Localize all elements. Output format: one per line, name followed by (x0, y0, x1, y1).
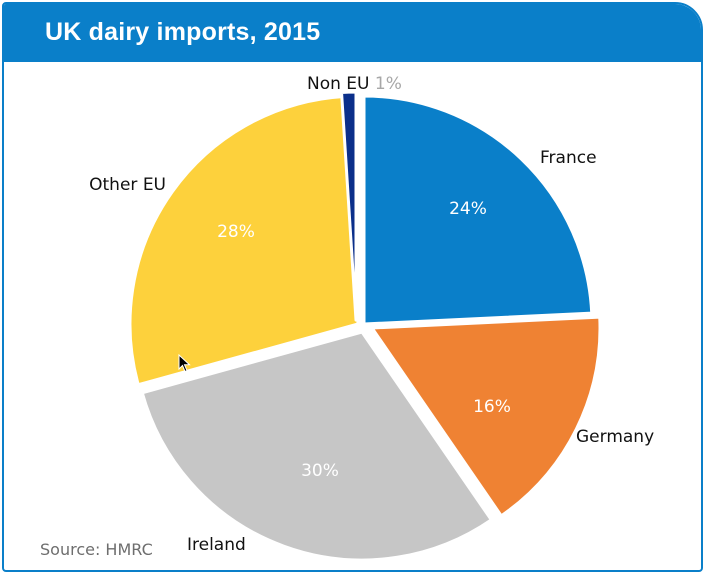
slice-value-label: 16% (473, 397, 511, 417)
slice-value-label: 24% (449, 199, 487, 219)
source-note: Source: HMRC (40, 540, 153, 559)
slice-name-label: Ireland (187, 535, 246, 555)
slice-value-label: 28% (217, 222, 255, 242)
pie-labels: France 24% Germany 16% Ireland 30% Other EU 28%… (89, 74, 654, 555)
chart-header: UK dairy imports, 2015 (4, 4, 701, 62)
slice-name-label: France (540, 148, 597, 168)
pie-slice-non-eu (340, 90, 358, 322)
mouse-cursor-icon (178, 354, 191, 373)
slice-name-label: Non EU 1% (307, 74, 402, 94)
slice-value-label: 30% (301, 461, 339, 481)
pie-slice-germany (370, 315, 602, 518)
pie-slice-france (362, 94, 594, 326)
pie-slices (128, 90, 602, 562)
slice-name-label: Germany (576, 427, 654, 447)
pie-slice-other-eu (128, 94, 360, 387)
pie-slice-ireland (140, 330, 493, 562)
slice-name-label: Other EU (89, 175, 166, 195)
chart-title: UK dairy imports, 2015 (45, 18, 321, 46)
slice-value-label: 1% (375, 74, 402, 94)
